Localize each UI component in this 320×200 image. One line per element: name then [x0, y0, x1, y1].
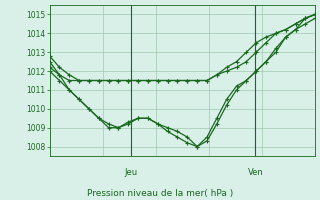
Text: Jeu: Jeu — [124, 168, 137, 177]
Text: Ven: Ven — [248, 168, 263, 177]
Text: Pression niveau de la mer( hPa ): Pression niveau de la mer( hPa ) — [87, 189, 233, 198]
